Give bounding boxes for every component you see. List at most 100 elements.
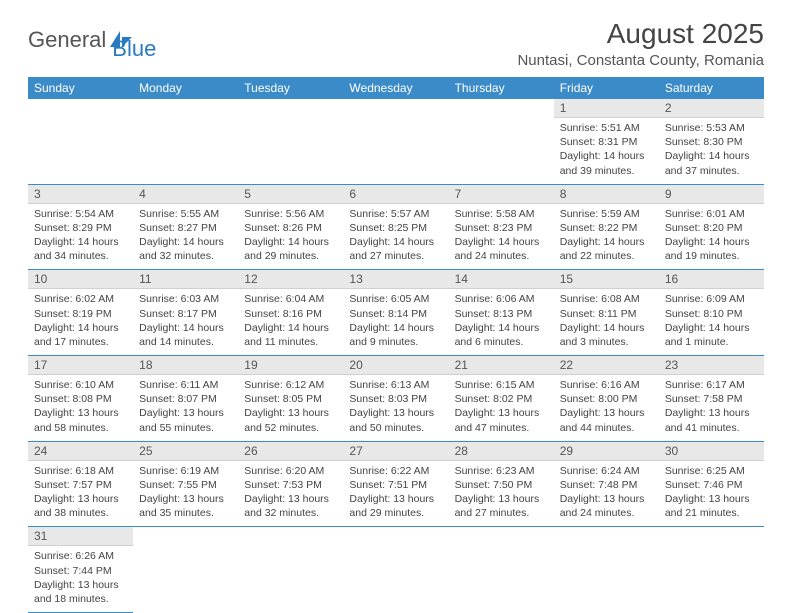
calendar-day-cell [28,99,133,184]
daylight-line: Daylight: 13 hours and 47 minutes. [455,406,548,434]
daylight-line: Daylight: 14 hours and 39 minutes. [560,149,653,177]
day-content: Sunrise: 6:11 AMSunset: 8:07 PMDaylight:… [133,375,238,441]
daylight-line: Daylight: 13 hours and 29 minutes. [349,492,442,520]
sunset-line: Sunset: 8:23 PM [455,221,548,235]
weekday-header: Sunday [28,77,133,99]
day-content: Sunrise: 6:26 AMSunset: 7:44 PMDaylight:… [28,546,133,612]
calendar-week-row: 24Sunrise: 6:18 AMSunset: 7:57 PMDayligh… [28,441,764,527]
sunset-line: Sunset: 8:17 PM [139,307,232,321]
calendar-day-cell: 9Sunrise: 6:01 AMSunset: 8:20 PMDaylight… [659,184,764,270]
calendar-table: SundayMondayTuesdayWednesdayThursdayFrid… [28,77,764,613]
day-content: Sunrise: 6:09 AMSunset: 8:10 PMDaylight:… [659,289,764,355]
sunset-line: Sunset: 8:25 PM [349,221,442,235]
sunrise-line: Sunrise: 6:26 AM [34,549,127,563]
sunrise-line: Sunrise: 5:59 AM [560,207,653,221]
daylight-line: Daylight: 14 hours and 32 minutes. [139,235,232,263]
day-content: Sunrise: 6:01 AMSunset: 8:20 PMDaylight:… [659,204,764,270]
sunset-line: Sunset: 8:16 PM [244,307,337,321]
weekday-header: Thursday [449,77,554,99]
sunset-line: Sunset: 8:10 PM [665,307,758,321]
sunset-line: Sunset: 7:46 PM [665,478,758,492]
daylight-line: Daylight: 13 hours and 52 minutes. [244,406,337,434]
sunrise-line: Sunrise: 5:53 AM [665,121,758,135]
day-number: 5 [238,185,343,204]
day-number: 31 [28,527,133,546]
sunset-line: Sunset: 8:20 PM [665,221,758,235]
day-number: 18 [133,356,238,375]
sunset-line: Sunset: 8:31 PM [560,135,653,149]
day-number: 10 [28,270,133,289]
weekday-header: Monday [133,77,238,99]
sunset-line: Sunset: 8:29 PM [34,221,127,235]
day-content: Sunrise: 6:25 AMSunset: 7:46 PMDaylight:… [659,461,764,527]
sunset-line: Sunset: 8:22 PM [560,221,653,235]
calendar-day-cell: 20 Sunrise: 6:13 AMSunset: 8:03 PMDayligh… [343,356,448,442]
daylight-line: Daylight: 14 hours and 1 minute. [665,321,758,349]
calendar-day-cell: 25Sunrise: 6:19 AMSunset: 7:55 PMDayligh… [133,441,238,527]
day-number: 25 [133,442,238,461]
day-number: 15 [554,270,659,289]
sunset-line: Sunset: 8:19 PM [34,307,127,321]
day-number: 2 [659,99,764,118]
sunset-line: Sunset: 7:44 PM [34,564,127,578]
day-number: 11 [133,270,238,289]
sunset-line: Sunset: 7:55 PM [139,478,232,492]
daylight-line: Daylight: 14 hours and 34 minutes. [34,235,127,263]
daylight-line: Daylight: 13 hours and 24 minutes. [560,492,653,520]
sunrise-line: Sunrise: 6:06 AM [455,292,548,306]
calendar-week-row: 17Sunrise: 6:10 AMSunset: 8:08 PMDayligh… [28,356,764,442]
sunrise-line: Sunrise: 6:16 AM [560,378,653,392]
calendar-day-cell [238,99,343,184]
sunrise-line: Sunrise: 6:22 AM [349,464,442,478]
daylight-line: Daylight: 14 hours and 29 minutes. [244,235,337,263]
calendar-day-cell: 5Sunrise: 5:56 AMSunset: 8:26 PMDaylight… [238,184,343,270]
sunset-line: Sunset: 8:13 PM [455,307,548,321]
sunset-line: Sunset: 8:03 PM [349,392,442,406]
daylight-line: Daylight: 13 hours and 50 minutes. [349,406,442,434]
sunrise-line: Sunrise: 6:11 AM [139,378,232,392]
page-title: August 2025 [517,18,764,50]
calendar-day-cell: 19Sunrise: 6:12 AMSunset: 8:05 PMDayligh… [238,356,343,442]
day-number: 12 [238,270,343,289]
calendar-week-row: 31Sunrise: 6:26 AMSunset: 7:44 PMDayligh… [28,527,764,613]
day-content: Sunrise: 6:02 AMSunset: 8:19 PMDaylight:… [28,289,133,355]
calendar-day-cell: 10Sunrise: 6:02 AMSunset: 8:19 PMDayligh… [28,270,133,356]
day-content: Sunrise: 6:04 AMSunset: 8:16 PMDaylight:… [238,289,343,355]
daylight-line: Daylight: 14 hours and 17 minutes. [34,321,127,349]
day-content: Sunrise: 5:54 AMSunset: 8:29 PMDaylight:… [28,204,133,270]
sunset-line: Sunset: 8:27 PM [139,221,232,235]
day-number: 16 [659,270,764,289]
daylight-line: Daylight: 13 hours and 44 minutes. [560,406,653,434]
day-number: 6 [343,185,448,204]
day-content: Sunrise: 6:05 AMSunset: 8:14 PMDaylight:… [343,289,448,355]
day-number: 19 [238,356,343,375]
day-number: 27 [343,442,448,461]
daylight-line: Daylight: 13 hours and 55 minutes. [139,406,232,434]
daylight-line: Daylight: 14 hours and 14 minutes. [139,321,232,349]
calendar-day-cell: 24Sunrise: 6:18 AMSunset: 7:57 PMDayligh… [28,441,133,527]
daylight-line: Daylight: 14 hours and 3 minutes. [560,321,653,349]
sunrise-line: Sunrise: 6:09 AM [665,292,758,306]
sunrise-line: Sunrise: 6:01 AM [665,207,758,221]
logo-text-2: Blue [112,36,156,61]
sunset-line: Sunset: 8:07 PM [139,392,232,406]
sunset-line: Sunset: 7:50 PM [455,478,548,492]
day-content: Sunrise: 6:16 AMSunset: 8:00 PMDaylight:… [554,375,659,441]
location: Nuntasi, Constanta County, Romania [517,52,764,69]
sunrise-line: Sunrise: 6:02 AM [34,292,127,306]
calendar-day-cell [133,99,238,184]
sunrise-line: Sunrise: 6:13 AM [349,378,442,392]
day-number: 14 [449,270,554,289]
day-number: 20 [343,356,448,375]
calendar-day-cell [554,527,659,613]
calendar-day-cell: 18Sunrise: 6:11 AMSunset: 8:07 PMDayligh… [133,356,238,442]
daylight-line: Daylight: 13 hours and 18 minutes. [34,578,127,606]
day-content: Sunrise: 6:06 AMSunset: 8:13 PMDaylight:… [449,289,554,355]
daylight-line: Daylight: 14 hours and 19 minutes. [665,235,758,263]
day-content: Sunrise: 6:20 AMSunset: 7:53 PMDaylight:… [238,461,343,527]
logo: General Blue [28,18,156,62]
day-content: Sunrise: 5:55 AMSunset: 8:27 PMDaylight:… [133,204,238,270]
calendar-week-row: 1Sunrise: 5:51 AMSunset: 8:31 PMDaylight… [28,99,764,184]
day-content: Sunrise: 6:18 AMSunset: 7:57 PMDaylight:… [28,461,133,527]
day-content: Sunrise: 6:03 AMSunset: 8:17 PMDaylight:… [133,289,238,355]
